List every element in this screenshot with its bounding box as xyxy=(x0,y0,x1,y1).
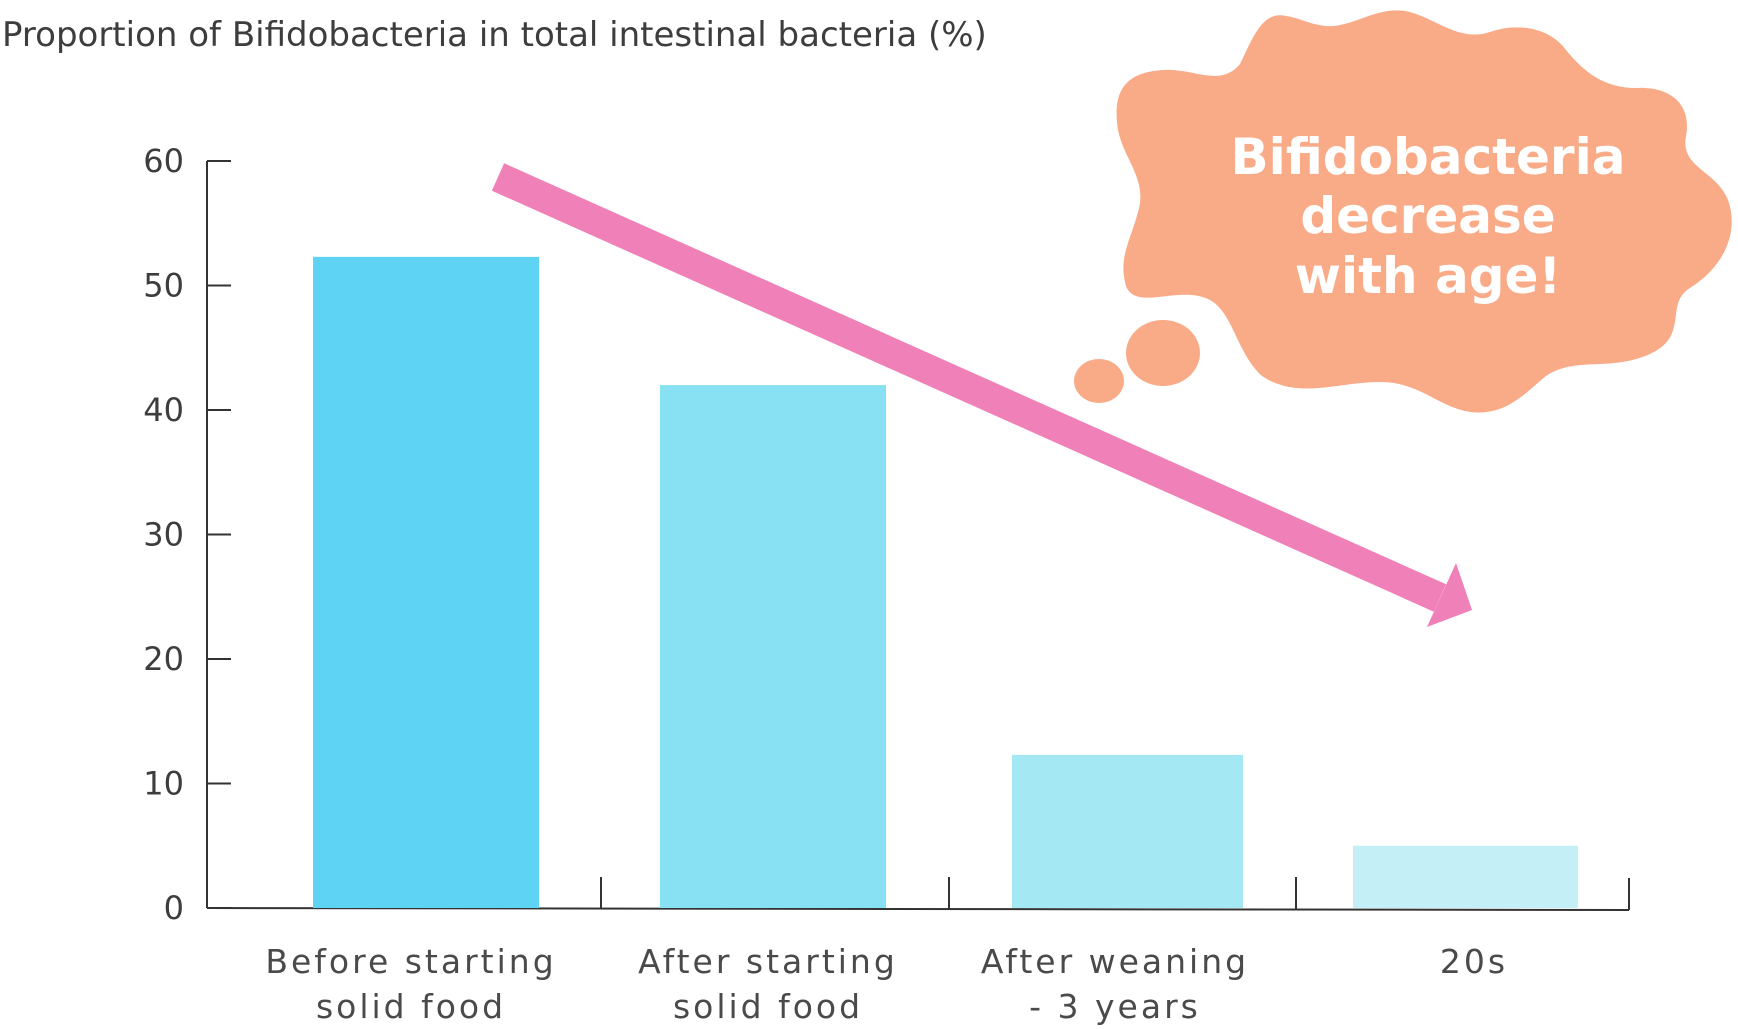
category-label-2: After weaning - 3 years xyxy=(981,942,1249,1026)
callout-line-1: Bifidobacteria xyxy=(1231,128,1626,186)
trend-arrow-head xyxy=(1427,563,1472,627)
callout-line-3: with age! xyxy=(1295,247,1561,305)
y-tick-label-4: 40 xyxy=(143,391,184,429)
y-tick-label-5: 50 xyxy=(143,267,184,305)
trend-arrow xyxy=(491,163,1472,627)
bar-0 xyxy=(313,256,539,908)
bars xyxy=(313,256,1578,909)
callout-line-2: decrease xyxy=(1300,187,1555,245)
bar-3 xyxy=(1353,845,1578,908)
thought-bubble-cloud xyxy=(1116,10,1732,413)
y-tick-label-1: 10 xyxy=(143,765,184,803)
thought-bubble: Bifidobacteria decrease with age! xyxy=(1074,10,1732,413)
category-label-1-line-1: solid food xyxy=(673,987,863,1026)
y-tick-label-2: 20 xyxy=(143,640,184,678)
y-tick-label-3: 30 xyxy=(143,516,184,554)
category-label-2-line-0: After weaning xyxy=(981,942,1249,981)
thought-bubble-circle-small xyxy=(1074,359,1124,403)
category-label-3-line-0: 20s xyxy=(1440,942,1508,981)
y-ticks: 0 10 20 30 40 50 60 xyxy=(143,142,231,927)
x-axis-line xyxy=(206,907,1630,911)
category-label-3: 20s xyxy=(1440,942,1508,981)
thought-bubble-circle-medium xyxy=(1126,320,1200,386)
chart-title: Proportion of Bifidobacteria in total in… xyxy=(2,15,987,55)
bar-1 xyxy=(660,385,886,909)
y-tick-label-6: 60 xyxy=(143,142,184,180)
category-labels: Before starting solid food After starting s… xyxy=(265,942,1508,1026)
y-tick-label-0: 0 xyxy=(164,889,184,927)
category-label-2-line-1: - 3 years xyxy=(1029,987,1201,1026)
y-axis: 0 10 20 30 40 50 60 xyxy=(143,142,231,927)
x-axis xyxy=(206,877,1630,911)
category-label-0-line-0: Before starting xyxy=(265,942,556,981)
category-label-0: Before starting solid food xyxy=(265,942,556,1026)
bar-2 xyxy=(1012,754,1243,908)
category-label-1: After starting solid food xyxy=(638,942,898,1026)
category-label-1-line-0: After starting xyxy=(638,942,898,981)
trend-arrow-shaft xyxy=(491,163,1447,612)
category-label-0-line-1: solid food xyxy=(316,987,506,1026)
